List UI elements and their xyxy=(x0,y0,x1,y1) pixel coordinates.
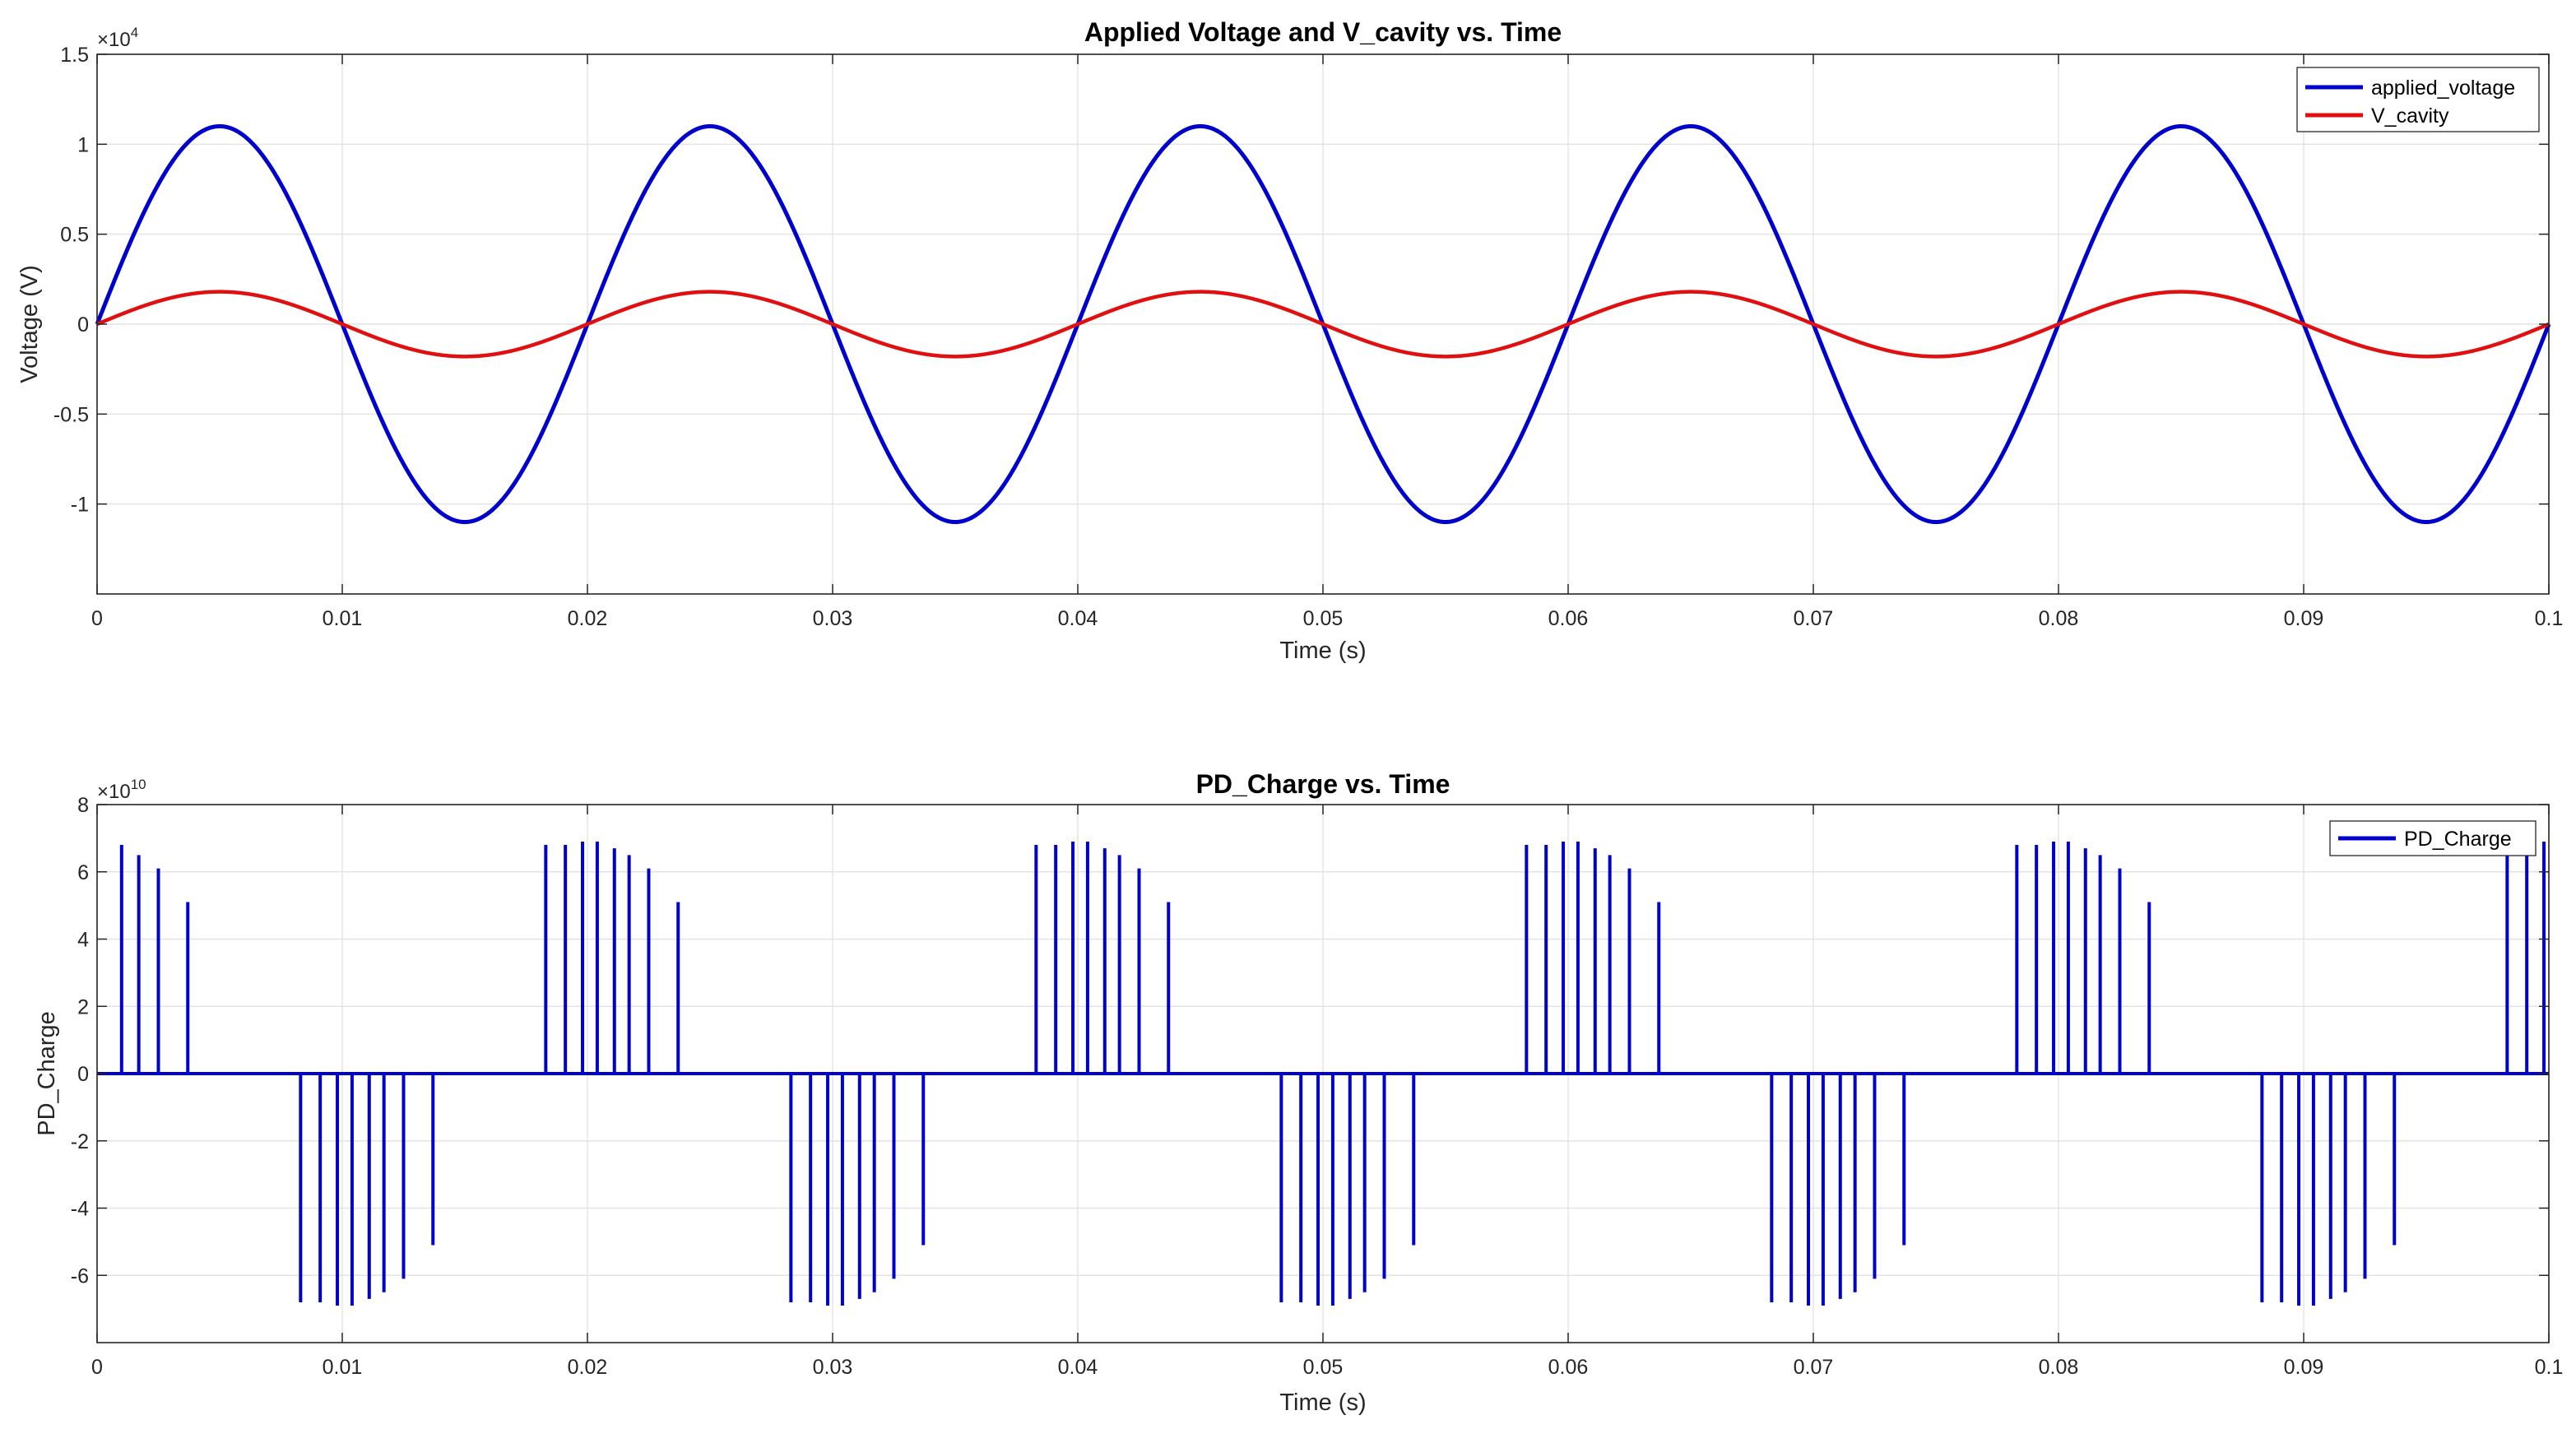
x-tick-label: 0.03 xyxy=(813,1356,853,1379)
pd-y-axis-label: PD_Charge xyxy=(34,1011,60,1136)
x-tick-label: 0.02 xyxy=(568,607,608,630)
pd-y-ticks: -6 -4 -2 0 2 4 6 8 xyxy=(71,794,2549,1287)
y-tick-label: -2 xyxy=(71,1130,89,1153)
x-tick-label: 0.06 xyxy=(1548,1356,1589,1379)
y-tick-label: -1 xyxy=(71,494,89,517)
pd-chart-title: PD_Charge vs. Time xyxy=(1196,769,1450,799)
voltage-axes: 0 0.01 0.02 0.03 0.04 0.05 0.06 0.07 0.08 0.09 0.1… xyxy=(16,17,2563,664)
pd-charge-axes: 0 0.01 0.02 0.03 0.04 0.05 0.06 0.07 0.08 0.09 0.1… xyxy=(34,769,2563,1416)
y-tick-label: 1.5 xyxy=(60,44,89,67)
x-tick-label: 0.06 xyxy=(1548,607,1589,630)
x-tick-label: 0.09 xyxy=(2284,607,2324,630)
legend-label-pd-charge: PD_Charge xyxy=(2404,828,2512,851)
y-tick-label: 2 xyxy=(77,995,89,1018)
y-tick-label: 0 xyxy=(77,313,89,336)
pd-legend: PD_Charge xyxy=(2329,820,2537,856)
voltage-y-exponent: ×104 xyxy=(97,25,138,51)
x-tick-label: 0.05 xyxy=(1303,1356,1344,1379)
voltage-legend-box xyxy=(2296,67,2540,132)
voltage-y-axis-label: Voltage (V) xyxy=(16,265,43,383)
x-tick-label: 0.08 xyxy=(2039,607,2079,630)
x-tick-label: 0.07 xyxy=(1794,607,1834,630)
pd-y-exponent: ×1010 xyxy=(97,777,146,803)
y-tick-label: -0.5 xyxy=(53,403,89,426)
pd-y-exponent-power: 10 xyxy=(131,777,146,792)
voltage-y-exponent-base: ×10 xyxy=(97,29,131,51)
x-tick-label: 0.07 xyxy=(1794,1356,1834,1379)
x-tick-label: 0.02 xyxy=(568,1356,608,1379)
x-tick-label: 0 xyxy=(91,607,103,630)
x-tick-label: 0.05 xyxy=(1303,607,1344,630)
voltage-x-ticks: 0 0.01 0.02 0.03 0.04 0.05 0.06 0.07 0.08 0.09 0.1 xyxy=(91,54,2563,630)
voltage-legend: applied_voltage V_cavity xyxy=(2296,67,2540,132)
y-tick-label: 4 xyxy=(77,929,89,952)
voltage-x-axis-label: Time (s) xyxy=(1279,638,1366,664)
pd-x-axis-label: Time (s) xyxy=(1279,1390,1366,1416)
x-tick-label: 0.1 xyxy=(2535,607,2564,630)
voltage-y-exponent-power: 4 xyxy=(131,25,138,40)
y-tick-label: -6 xyxy=(71,1264,89,1287)
x-tick-label: 0.01 xyxy=(323,1356,363,1379)
y-tick-label: 1 xyxy=(77,133,89,156)
series-v-cavity-line xyxy=(95,290,2551,359)
x-tick-label: 0.09 xyxy=(2284,1356,2324,1379)
y-tick-label: 0.5 xyxy=(60,224,89,247)
legend-label-applied-voltage: applied_voltage xyxy=(2371,77,2515,100)
y-tick-label: -4 xyxy=(71,1198,89,1221)
x-tick-label: 0.1 xyxy=(2535,1356,2564,1379)
pd-x-ticks: 0 0.01 0.02 0.03 0.04 0.05 0.06 0.07 0.08 0.09 0.1 xyxy=(91,805,2563,1379)
pd-y-exponent-base: ×10 xyxy=(97,781,131,803)
y-tick-label: 8 xyxy=(77,794,89,817)
x-tick-label: 0.03 xyxy=(813,607,853,630)
legend-label-v-cavity: V_cavity xyxy=(2371,104,2449,128)
voltage-y-ticks: -1 -0.5 0 0.5 1 1.5 xyxy=(53,44,2549,517)
voltage-series-layer xyxy=(95,123,2551,525)
voltage-chart-title: Applied Voltage and V_cavity vs. Time xyxy=(1084,17,1562,47)
y-tick-label: 0 xyxy=(77,1063,89,1086)
x-tick-label: 0.01 xyxy=(323,607,363,630)
y-tick-label: 6 xyxy=(77,861,89,884)
pd-series-layer xyxy=(97,841,2549,1306)
x-tick-label: 0 xyxy=(91,1356,103,1379)
x-tick-label: 0.04 xyxy=(1058,607,1098,630)
x-tick-label: 0.04 xyxy=(1058,1356,1098,1379)
x-tick-label: 0.08 xyxy=(2039,1356,2079,1379)
